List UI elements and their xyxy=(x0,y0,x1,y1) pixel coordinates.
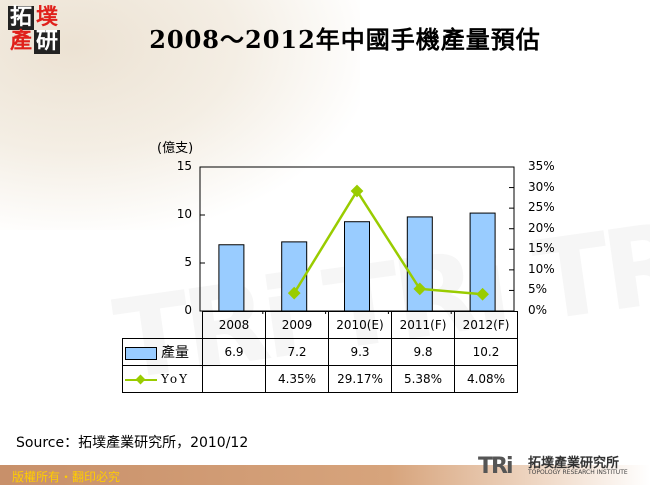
y2-tick-label: 25% xyxy=(528,200,555,215)
y2-tick-label: 20% xyxy=(528,220,555,235)
table-row: YoY 4.35% 29.17% 5.38% 4.08% xyxy=(122,365,518,393)
y-tick-label: 15 xyxy=(176,159,192,173)
table-header-cell: 2011(F) xyxy=(391,311,455,339)
bar-2010(E) xyxy=(344,221,370,312)
table-cell: 9.8 xyxy=(391,338,455,366)
table-header-cell: 2012(F) xyxy=(454,311,518,339)
table-cell: 4.35% xyxy=(265,365,329,393)
copyright-notice: 版權所有・翻印必究 xyxy=(12,470,121,484)
table-corner xyxy=(123,312,203,339)
y-tick-label: 5 xyxy=(184,255,192,269)
table-header-cell: 2008 xyxy=(202,311,266,339)
combo-chart xyxy=(199,166,515,314)
brand-name-en: TOPOLOGY RESEARCH INSTITUTE xyxy=(528,469,628,476)
table-cell xyxy=(202,365,266,393)
y2-tick-label: 0% xyxy=(528,303,548,317)
tri-logo: TRi 拓墣產業研究所 TOPOLOGY RESEARCH INSTITUTE xyxy=(478,452,646,482)
y-tick-label: 10 xyxy=(176,207,192,221)
table-cell: 29.17% xyxy=(328,365,392,393)
table-header-cell: 2010(E) xyxy=(328,311,392,339)
bar-2011(F) xyxy=(406,216,433,312)
y-axis-unit-label: (億支) xyxy=(157,141,194,156)
page-title: 2008～2012年中國手機產量預估 xyxy=(149,25,541,54)
brand-name-cn: 拓墣產業研究所 xyxy=(528,456,620,471)
yoy-marker xyxy=(476,287,489,301)
table-row: 產量 6.9 7.2 9.3 9.8 10.2 xyxy=(122,338,518,366)
legend-yoy: YoY xyxy=(122,365,203,393)
background-map xyxy=(0,0,360,230)
y-tick-label: 0 xyxy=(184,303,192,317)
table-cell: 7.2 xyxy=(265,338,329,366)
legend-production: 產量 xyxy=(122,338,203,366)
yoy-line xyxy=(293,188,483,296)
line-diamond-legend-icon xyxy=(125,374,157,385)
logo-char: 研 xyxy=(34,29,60,54)
table-cell: 5.38% xyxy=(391,365,455,393)
tri-mark-icon: TRi xyxy=(478,454,513,479)
yoy-marker xyxy=(413,282,427,296)
yoy-marker xyxy=(287,286,301,300)
y2-tick-label: 15% xyxy=(528,241,555,256)
y2-tick-label: 5% xyxy=(528,282,548,297)
logo-char: 拓 xyxy=(8,5,34,30)
data-table: 2008 2009 2010(E) 2011(F) 2012(F) 產量 6.9… xyxy=(122,311,518,393)
table-header-row: 2008 2009 2010(E) 2011(F) 2012(F) xyxy=(123,311,518,339)
source-note: Source：拓墣產業研究所，2010/12 xyxy=(16,435,249,451)
table-cell: 4.08% xyxy=(454,365,518,393)
footer-bar xyxy=(0,465,650,485)
yoy-marker xyxy=(350,184,364,198)
bar-legend-swatch xyxy=(125,347,157,360)
bar-2008 xyxy=(218,244,245,312)
legend-label: 產量 xyxy=(161,345,189,361)
y2-tick-label: 30% xyxy=(528,179,555,194)
table-header-cell: 2009 xyxy=(265,311,329,339)
logo-char: 產 xyxy=(9,29,32,54)
bar-2009 xyxy=(281,241,308,312)
y2-tick-label: 35% xyxy=(528,159,555,173)
table-cell: 6.9 xyxy=(202,338,266,366)
topology-logo: 拓 墣 產 研 xyxy=(8,6,60,54)
table-cell: 9.3 xyxy=(328,338,392,366)
table-cell: 10.2 xyxy=(454,338,518,366)
legend-label: YoY xyxy=(161,372,190,386)
y2-tick-label: 10% xyxy=(528,261,555,276)
logo-char: 墣 xyxy=(35,5,58,30)
